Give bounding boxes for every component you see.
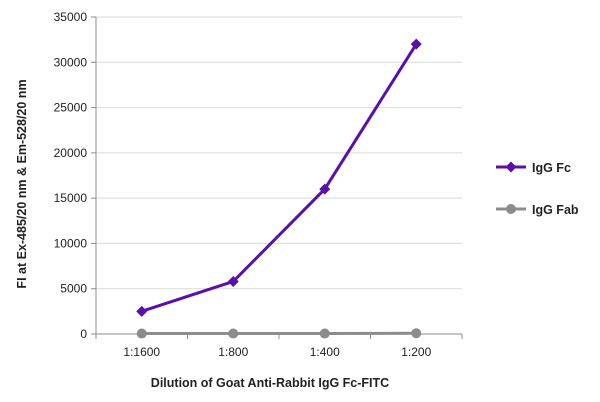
legend-label: IgG Fab: [532, 203, 579, 217]
gridlines: [96, 16, 462, 290]
data-point: [227, 275, 239, 287]
data-point: [136, 328, 147, 339]
legend: IgG Fc IgG Fab: [496, 161, 579, 217]
x-axis-title: Dilution of Goat Anti-Rabbit IgG Fc-FITC: [151, 376, 389, 390]
x-tick-label: 1:400: [310, 345, 340, 359]
y-tick-label: 30000: [54, 55, 88, 69]
data-point: [228, 328, 239, 339]
data-series: [136, 38, 422, 339]
data-point: [411, 328, 422, 339]
series-line: [141, 43, 418, 313]
y-tick-label: 35000: [54, 10, 88, 24]
y-axis-title: FI at Ex-485/20 nm & Em-528/20 nm: [15, 79, 29, 288]
data-point: [136, 305, 148, 317]
x-axis-ticks: 1:1600 1:800 1:400 1:200: [95, 334, 463, 359]
x-tick-label: 1:1600: [123, 345, 160, 359]
x-tick-label: 1:800: [218, 345, 248, 359]
legend-marker: [506, 204, 516, 214]
y-tick-label: 15000: [54, 191, 88, 205]
x-tick-label: 1:200: [401, 345, 431, 359]
legend-label: IgG Fc: [532, 161, 571, 175]
y-axis-ticks: 0 5000 10000 15000 20000 25000 30000 35000: [54, 10, 96, 341]
axes: [95, 17, 462, 335]
y-tick-label: 0: [80, 327, 87, 341]
legend-marker: [505, 161, 517, 173]
data-point: [319, 328, 330, 339]
y-tick-label: 10000: [54, 236, 88, 250]
y-tick-label: 5000: [60, 282, 87, 296]
y-tick-label: 25000: [54, 101, 88, 115]
data-point: [410, 38, 422, 50]
data-point: [319, 183, 331, 195]
y-tick-label: 20000: [54, 146, 88, 160]
